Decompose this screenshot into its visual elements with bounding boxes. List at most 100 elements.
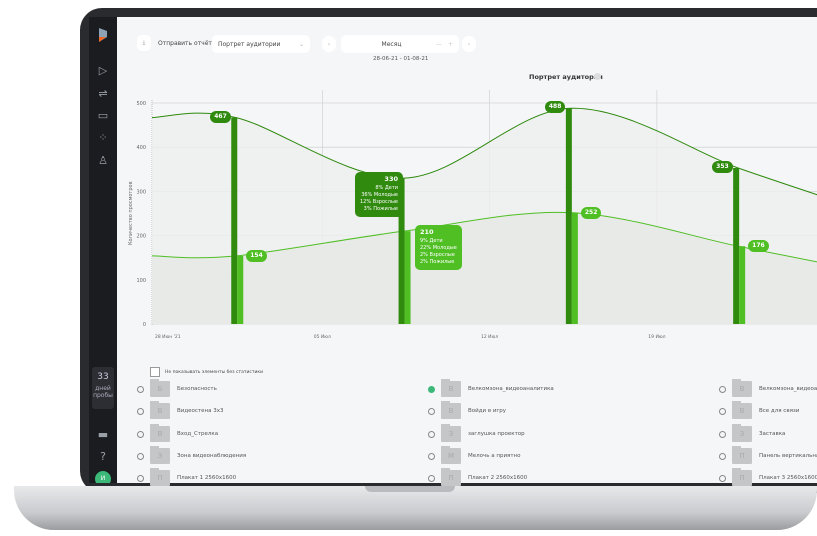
select-radio[interactable] — [137, 430, 144, 438]
x-tick-label: 19 Июл — [648, 334, 665, 340]
y-tick-label: 0 — [143, 322, 146, 328]
prev-period-button[interactable]: ‹ — [322, 36, 336, 52]
loader-icon[interactable]: ⁘ — [98, 131, 108, 144]
item-label: Панель вертикальная внутр — [759, 453, 817, 459]
tooltip-line: 22% Молодые — [420, 245, 457, 251]
list-item[interactable]: З Заставка — [719, 424, 786, 442]
trial-badge[interactable]: 33 дней пробы — [92, 367, 114, 409]
y-tick-label: 300 — [136, 189, 146, 195]
value-label-lower: 176 — [748, 240, 769, 253]
value-label-upper: 353 — [712, 160, 733, 173]
sidebar: ▷ ⇌ ▭ ⁘ ♙ 33 дней пробы ▬ ? И — [89, 17, 117, 483]
y-tick-label: 500 — [136, 101, 146, 107]
item-label: Велкомзона_видеоаналитика — [759, 386, 817, 392]
list-item[interactable]: П Плакат 3 2560х1600 — [719, 468, 817, 486]
info-icon[interactable] — [594, 73, 601, 80]
folder-icon: В — [732, 401, 752, 419]
x-tick-label: 12 Июл — [481, 334, 498, 340]
list-item[interactable]: В Войди в игру — [428, 401, 506, 419]
bar-upper — [565, 108, 572, 324]
value-label-lower: 154 — [246, 249, 267, 262]
bar-lower — [739, 246, 746, 324]
select-radio[interactable] — [428, 474, 435, 482]
monitor-icon[interactable]: ▬ — [97, 428, 109, 441]
select-radio[interactable] — [428, 385, 435, 393]
list-item[interactable]: В Велкомзона_видеоаналитика — [428, 379, 554, 397]
folder-icon: В — [732, 379, 752, 397]
tooltip-upper-value: 330 — [384, 175, 398, 183]
folder-icon: З — [150, 446, 170, 464]
laptop-notch — [365, 486, 455, 492]
filter-icon[interactable]: ⇌ — [98, 87, 108, 100]
bar-upper — [231, 117, 238, 324]
value-label-upper: 488 — [544, 101, 566, 114]
avatar[interactable]: И — [95, 471, 111, 483]
folder-icon: Б — [150, 379, 170, 397]
tooltip-line: 9% Дети — [420, 238, 443, 244]
tooltip-upper: 330 8% Дети 36% Молодые 12% Взрослые 3% Пожи… — [355, 172, 403, 217]
item-label: Видеостена 3х3 — [177, 408, 224, 414]
list-item[interactable]: М Мелочь а приятно — [428, 446, 521, 464]
select-radio[interactable] — [719, 430, 726, 438]
list-item[interactable]: П Плакат 1 2560х1600 — [137, 468, 237, 486]
folder-icon: П — [441, 468, 461, 486]
hide-empty-checkbox[interactable] — [150, 367, 160, 377]
laptop-base — [14, 486, 817, 530]
folder-icon: П — [732, 468, 752, 486]
bar-upper — [398, 178, 405, 324]
select-radio[interactable] — [137, 407, 144, 415]
select-radio[interactable] — [719, 474, 726, 482]
select-radio[interactable] — [428, 430, 435, 438]
list-item[interactable]: В Видеостена 3х3 — [137, 401, 224, 419]
item-label: заглушка проектор — [468, 431, 525, 437]
period-selector: Месяц — + — [341, 35, 459, 53]
folder-icon: В — [150, 424, 170, 442]
select-radio[interactable] — [137, 385, 144, 393]
play-icon[interactable]: ▷ — [98, 64, 108, 77]
bar-lower — [237, 255, 244, 324]
item-label: Плакат 2 2560х1600 — [468, 475, 528, 481]
select-radio[interactable] — [137, 452, 144, 460]
list-item[interactable]: П Панель вертикальная внутр — [719, 446, 817, 464]
select-radio[interactable] — [719, 385, 726, 393]
tooltip-line: 36% Молодые — [361, 192, 398, 198]
x-tick-label: 28 Июн '21 — [155, 334, 181, 340]
trial-label: дней пробы — [93, 385, 113, 399]
list-item[interactable]: В Велкомзона_видеоаналитика — [719, 379, 817, 397]
list-item[interactable]: З Зона видеонаблюдения — [137, 446, 246, 464]
select-radio[interactable] — [428, 452, 435, 460]
item-label: Вход_Стрелка — [177, 431, 219, 437]
bar-lower — [404, 231, 411, 324]
select-radio[interactable] — [428, 407, 435, 415]
next-period-button[interactable]: › — [462, 36, 476, 52]
list-item[interactable]: В Все для связи — [719, 401, 799, 419]
item-label: Плакат 1 2560х1600 — [177, 475, 237, 481]
folder-icon: П — [732, 446, 752, 464]
document-icon[interactable]: ▭ — [97, 109, 109, 122]
download-icon[interactable]: ⤓ — [137, 35, 151, 51]
zoom-in-button[interactable]: + — [447, 40, 453, 48]
report-select[interactable]: Портрет аудитории ⌄ — [212, 35, 310, 53]
select-radio[interactable] — [719, 407, 726, 415]
select-radio[interactable] — [719, 452, 726, 460]
logo-icon[interactable] — [96, 27, 110, 42]
list-item[interactable]: В Вход_Стрелка — [137, 424, 219, 442]
select-radio[interactable] — [137, 474, 144, 482]
tooltip-line: 2% Взрослые — [420, 252, 455, 258]
report-select-value: Портрет аудитории — [218, 40, 281, 48]
tooltip-lower: 210 9% Дети 22% Молодые 2% Взрослые 2% Пожил… — [415, 225, 462, 270]
list-item[interactable]: Б Безопасность — [137, 379, 217, 397]
tooltip-line: 12% Взрослые — [360, 199, 398, 205]
list-item[interactable]: П Плакат 2 2560х1600 — [428, 468, 528, 486]
y-tick-label: 400 — [136, 145, 146, 151]
folder-icon: В — [441, 401, 461, 419]
zoom-out-button[interactable]: — — [435, 40, 442, 48]
send-report-button[interactable]: Отправить отчёт — [158, 40, 212, 47]
help-icon[interactable]: ? — [100, 450, 106, 463]
chart-title: Портрет аудитории — [529, 73, 603, 81]
item-label: Заставка — [759, 431, 786, 437]
item-label: Плакат 3 2560х1600 — [759, 475, 817, 481]
folder-icon: М — [441, 446, 461, 464]
user-icon[interactable]: ♙ — [98, 154, 108, 167]
